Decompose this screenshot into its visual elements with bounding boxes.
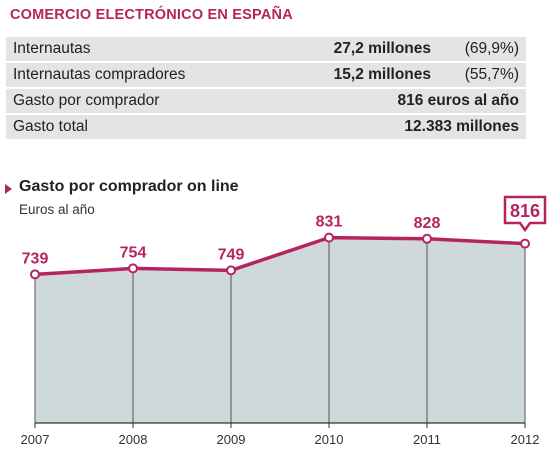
data-point [520,238,530,249]
stat-row-internautas: Internautas 27,2 millones (69,9%) [6,37,526,61]
stat-row-compradores: Internautas compradores 15,2 millones (5… [6,63,526,87]
data-label-highlight: 816 [510,201,540,221]
x-tick-label: 2009 [217,432,246,447]
x-tick-label: 2010 [315,432,344,447]
area-fill [35,237,525,423]
data-label: 754 [120,244,147,261]
data-label: 749 [218,246,245,263]
chart-subtitle: Euros al año [19,202,95,217]
highlight-callout [503,195,547,233]
data-point [324,232,334,243]
stat-row-gasto-total: Gasto total 12.383 millones [6,115,526,139]
bullet-icon [5,184,12,194]
stats-table: Internautas 27,2 millones (69,9%) Intern… [6,37,526,141]
stat-label: Internautas [13,40,91,57]
stat-value: 15,2 millones [333,66,431,83]
data-point [128,263,138,274]
stat-value: 12.383 millones [404,118,519,135]
stat-row-gasto-comprador: Gasto por comprador 816 euros al año [6,89,526,113]
page-title: COMERCIO ELECTRÓNICO EN ESPAÑA [10,7,293,23]
data-label: 831 [316,214,343,231]
x-tick-label: 2011 [413,432,441,447]
data-point [422,233,432,244]
data-label: 739 [22,250,49,267]
stat-label: Internautas compradores [13,66,186,83]
stat-percentage: (55,7%) [464,66,519,83]
series-line [34,235,526,277]
x-tick-label: 2007 [21,432,50,447]
chart-title: Gasto por comprador on line [19,178,239,195]
stat-percentage: (69,9%) [464,40,519,57]
stat-label: Gasto por comprador [13,92,160,109]
data-label: 828 [414,215,441,232]
stat-label: Gasto total [13,118,88,135]
stat-value: 27,2 millones [333,40,431,57]
data-point [30,269,40,280]
stat-value: 816 euros al año [397,92,519,109]
x-tick-label: 2008 [119,432,148,447]
x-tick-label: 2012 [511,432,540,447]
data-point [226,265,236,276]
